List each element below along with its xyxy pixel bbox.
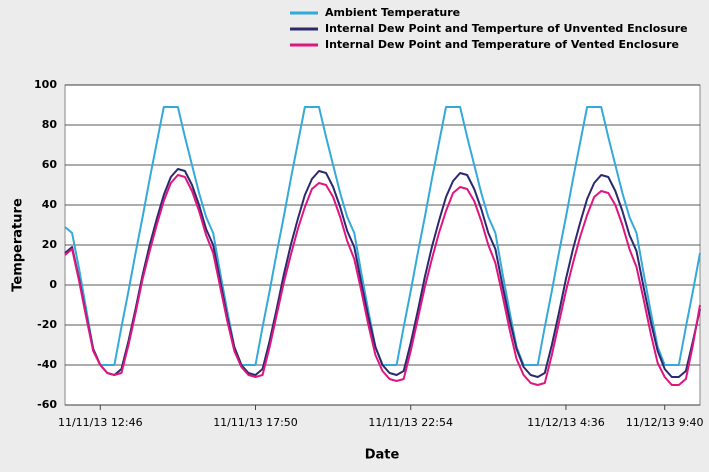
legend-label: Internal Dew Point and Temperture of Unv… <box>325 22 688 35</box>
x-tick-label: 11/12/13 4:36 <box>527 416 605 429</box>
y-tick-label: -60 <box>37 398 57 411</box>
legend-label: Ambient Temperature <box>325 6 460 19</box>
y-tick-label: 20 <box>42 238 58 251</box>
x-tick-label: 11/12/13 9:40 <box>626 416 704 429</box>
y-tick-label: 80 <box>42 118 58 131</box>
x-tick-label: 11/11/13 12:46 <box>58 416 143 429</box>
y-tick-label: -40 <box>37 358 57 371</box>
y-tick-label: 0 <box>49 278 57 291</box>
x-tick-label: 11/11/13 22:54 <box>368 416 453 429</box>
y-tick-label: 100 <box>34 78 57 91</box>
x-tick-label: 11/11/13 17:50 <box>213 416 298 429</box>
y-tick-label: 60 <box>42 158 58 171</box>
series-line <box>64 168 701 378</box>
y-axis-label: Temperature <box>11 198 26 292</box>
x-axis-label: Date <box>365 448 400 463</box>
y-tick-label: -20 <box>37 318 57 331</box>
y-tick-label: 40 <box>42 198 58 211</box>
legend-label: Internal Dew Point and Temperature of Ve… <box>325 38 679 51</box>
series-line <box>64 174 701 386</box>
